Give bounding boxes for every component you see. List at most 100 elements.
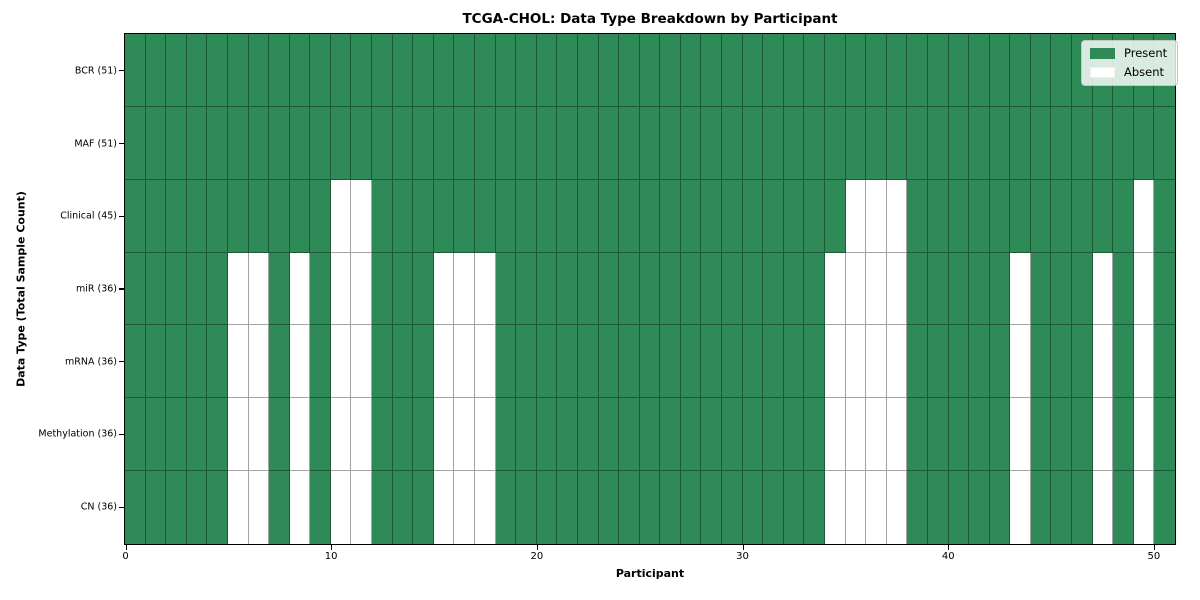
heatmap-cell — [557, 398, 578, 472]
heatmap-cell — [495, 471, 517, 544]
heatmap-cell — [351, 325, 373, 399]
heatmap-cell — [1113, 398, 1134, 472]
heatmap-cell — [660, 34, 681, 107]
y-tick-label: Clinical (45) — [60, 210, 117, 222]
heatmap-cell — [989, 325, 1011, 399]
heatmap-cell — [866, 398, 887, 472]
heatmap-cell — [351, 106, 373, 180]
heatmap-cell — [907, 179, 928, 253]
heatmap-cell — [413, 252, 434, 326]
heatmap-cell — [557, 471, 578, 544]
x-tick-label: 50 — [1147, 551, 1161, 562]
heatmap-cell — [475, 471, 496, 544]
heatmap-cell — [166, 106, 187, 180]
heatmap-cell — [722, 106, 743, 180]
heatmap-cell — [845, 398, 867, 472]
heatmap-cell — [989, 106, 1011, 180]
heatmap-cell — [372, 325, 393, 399]
heatmap-cell — [1154, 398, 1175, 472]
heatmap-cell — [619, 252, 640, 326]
heatmap-cell — [557, 34, 578, 107]
heatmap-cell — [783, 34, 805, 107]
heatmap-cell — [825, 325, 846, 399]
heatmap-cell — [866, 34, 887, 107]
heatmap-cell — [660, 325, 681, 399]
heatmap-cell — [166, 252, 187, 326]
heatmap-cell — [598, 398, 620, 472]
heatmap-cell — [639, 179, 661, 253]
heatmap-cell — [454, 398, 475, 472]
heatmap-cell — [948, 471, 970, 544]
heatmap-cell — [783, 471, 805, 544]
heatmap-cell — [927, 179, 949, 253]
heatmap-cell — [948, 325, 970, 399]
heatmap-cell — [804, 252, 825, 326]
heatmap-cell — [639, 106, 661, 180]
heatmap-cell — [886, 398, 908, 472]
heatmap-cell — [845, 252, 867, 326]
heatmap-cell — [1051, 471, 1073, 544]
heatmap-cell — [413, 325, 434, 399]
heatmap-cell — [1072, 325, 1093, 399]
heatmap-cell — [927, 471, 949, 544]
heatmap-cell — [907, 34, 928, 107]
heatmap-cell — [166, 471, 187, 544]
heatmap-cell — [845, 471, 867, 544]
heatmap-cell — [433, 325, 455, 399]
heatmap-cell — [619, 179, 640, 253]
heatmap-cell — [207, 398, 228, 472]
heatmap-cell — [227, 106, 249, 180]
heatmap-cell — [989, 252, 1011, 326]
y-tick-mark — [119, 361, 124, 363]
heatmap-cell — [598, 106, 620, 180]
heatmap-cell — [1092, 179, 1114, 253]
heatmap-cell — [1010, 325, 1031, 399]
heatmap-cell — [495, 34, 517, 107]
heatmap-cell — [763, 106, 784, 180]
x-tick-mark — [125, 545, 127, 550]
heatmap-cell — [1051, 106, 1073, 180]
heatmap-cell — [969, 471, 990, 544]
heatmap-cell — [639, 34, 661, 107]
heatmap-cell — [763, 179, 784, 253]
heatmap-cell — [475, 34, 496, 107]
heatmap-cell — [351, 398, 373, 472]
plot-area — [124, 33, 1176, 545]
heatmap-cell — [619, 106, 640, 180]
heatmap-cell — [639, 252, 661, 326]
heatmap-cell — [598, 252, 620, 326]
x-tick-mark — [948, 545, 950, 550]
heatmap-cell — [948, 252, 970, 326]
heatmap-cell — [433, 106, 455, 180]
heatmap-cell — [330, 34, 352, 107]
heatmap-cell — [557, 325, 578, 399]
y-tick-mark — [119, 70, 124, 72]
legend-label-absent: Absent — [1124, 65, 1165, 79]
heatmap-cell — [701, 106, 723, 180]
heatmap-cell — [742, 252, 764, 326]
heatmap-cell — [166, 34, 187, 107]
heatmap-cell — [1092, 325, 1114, 399]
heatmap-cell — [948, 398, 970, 472]
heatmap-cell — [433, 252, 455, 326]
heatmap-cell — [742, 179, 764, 253]
legend: Present Absent — [1081, 40, 1179, 86]
heatmap-cell — [763, 398, 784, 472]
heatmap-cell — [145, 34, 167, 107]
heatmap-cell — [742, 106, 764, 180]
heatmap-cell — [269, 179, 290, 253]
heatmap-cell — [495, 252, 517, 326]
heatmap-cell — [927, 398, 949, 472]
heatmap-cell — [1113, 179, 1134, 253]
heatmap-cell — [392, 106, 414, 180]
heatmap-cell — [372, 106, 393, 180]
heatmap-cell — [866, 179, 887, 253]
heatmap-cell — [1113, 325, 1134, 399]
heatmap-cell — [577, 398, 599, 472]
heatmap-cell — [145, 325, 167, 399]
heatmap-cell — [125, 179, 146, 253]
heatmap-cell — [1154, 471, 1175, 544]
heatmap-cell — [516, 471, 537, 544]
heatmap-cell — [454, 252, 475, 326]
